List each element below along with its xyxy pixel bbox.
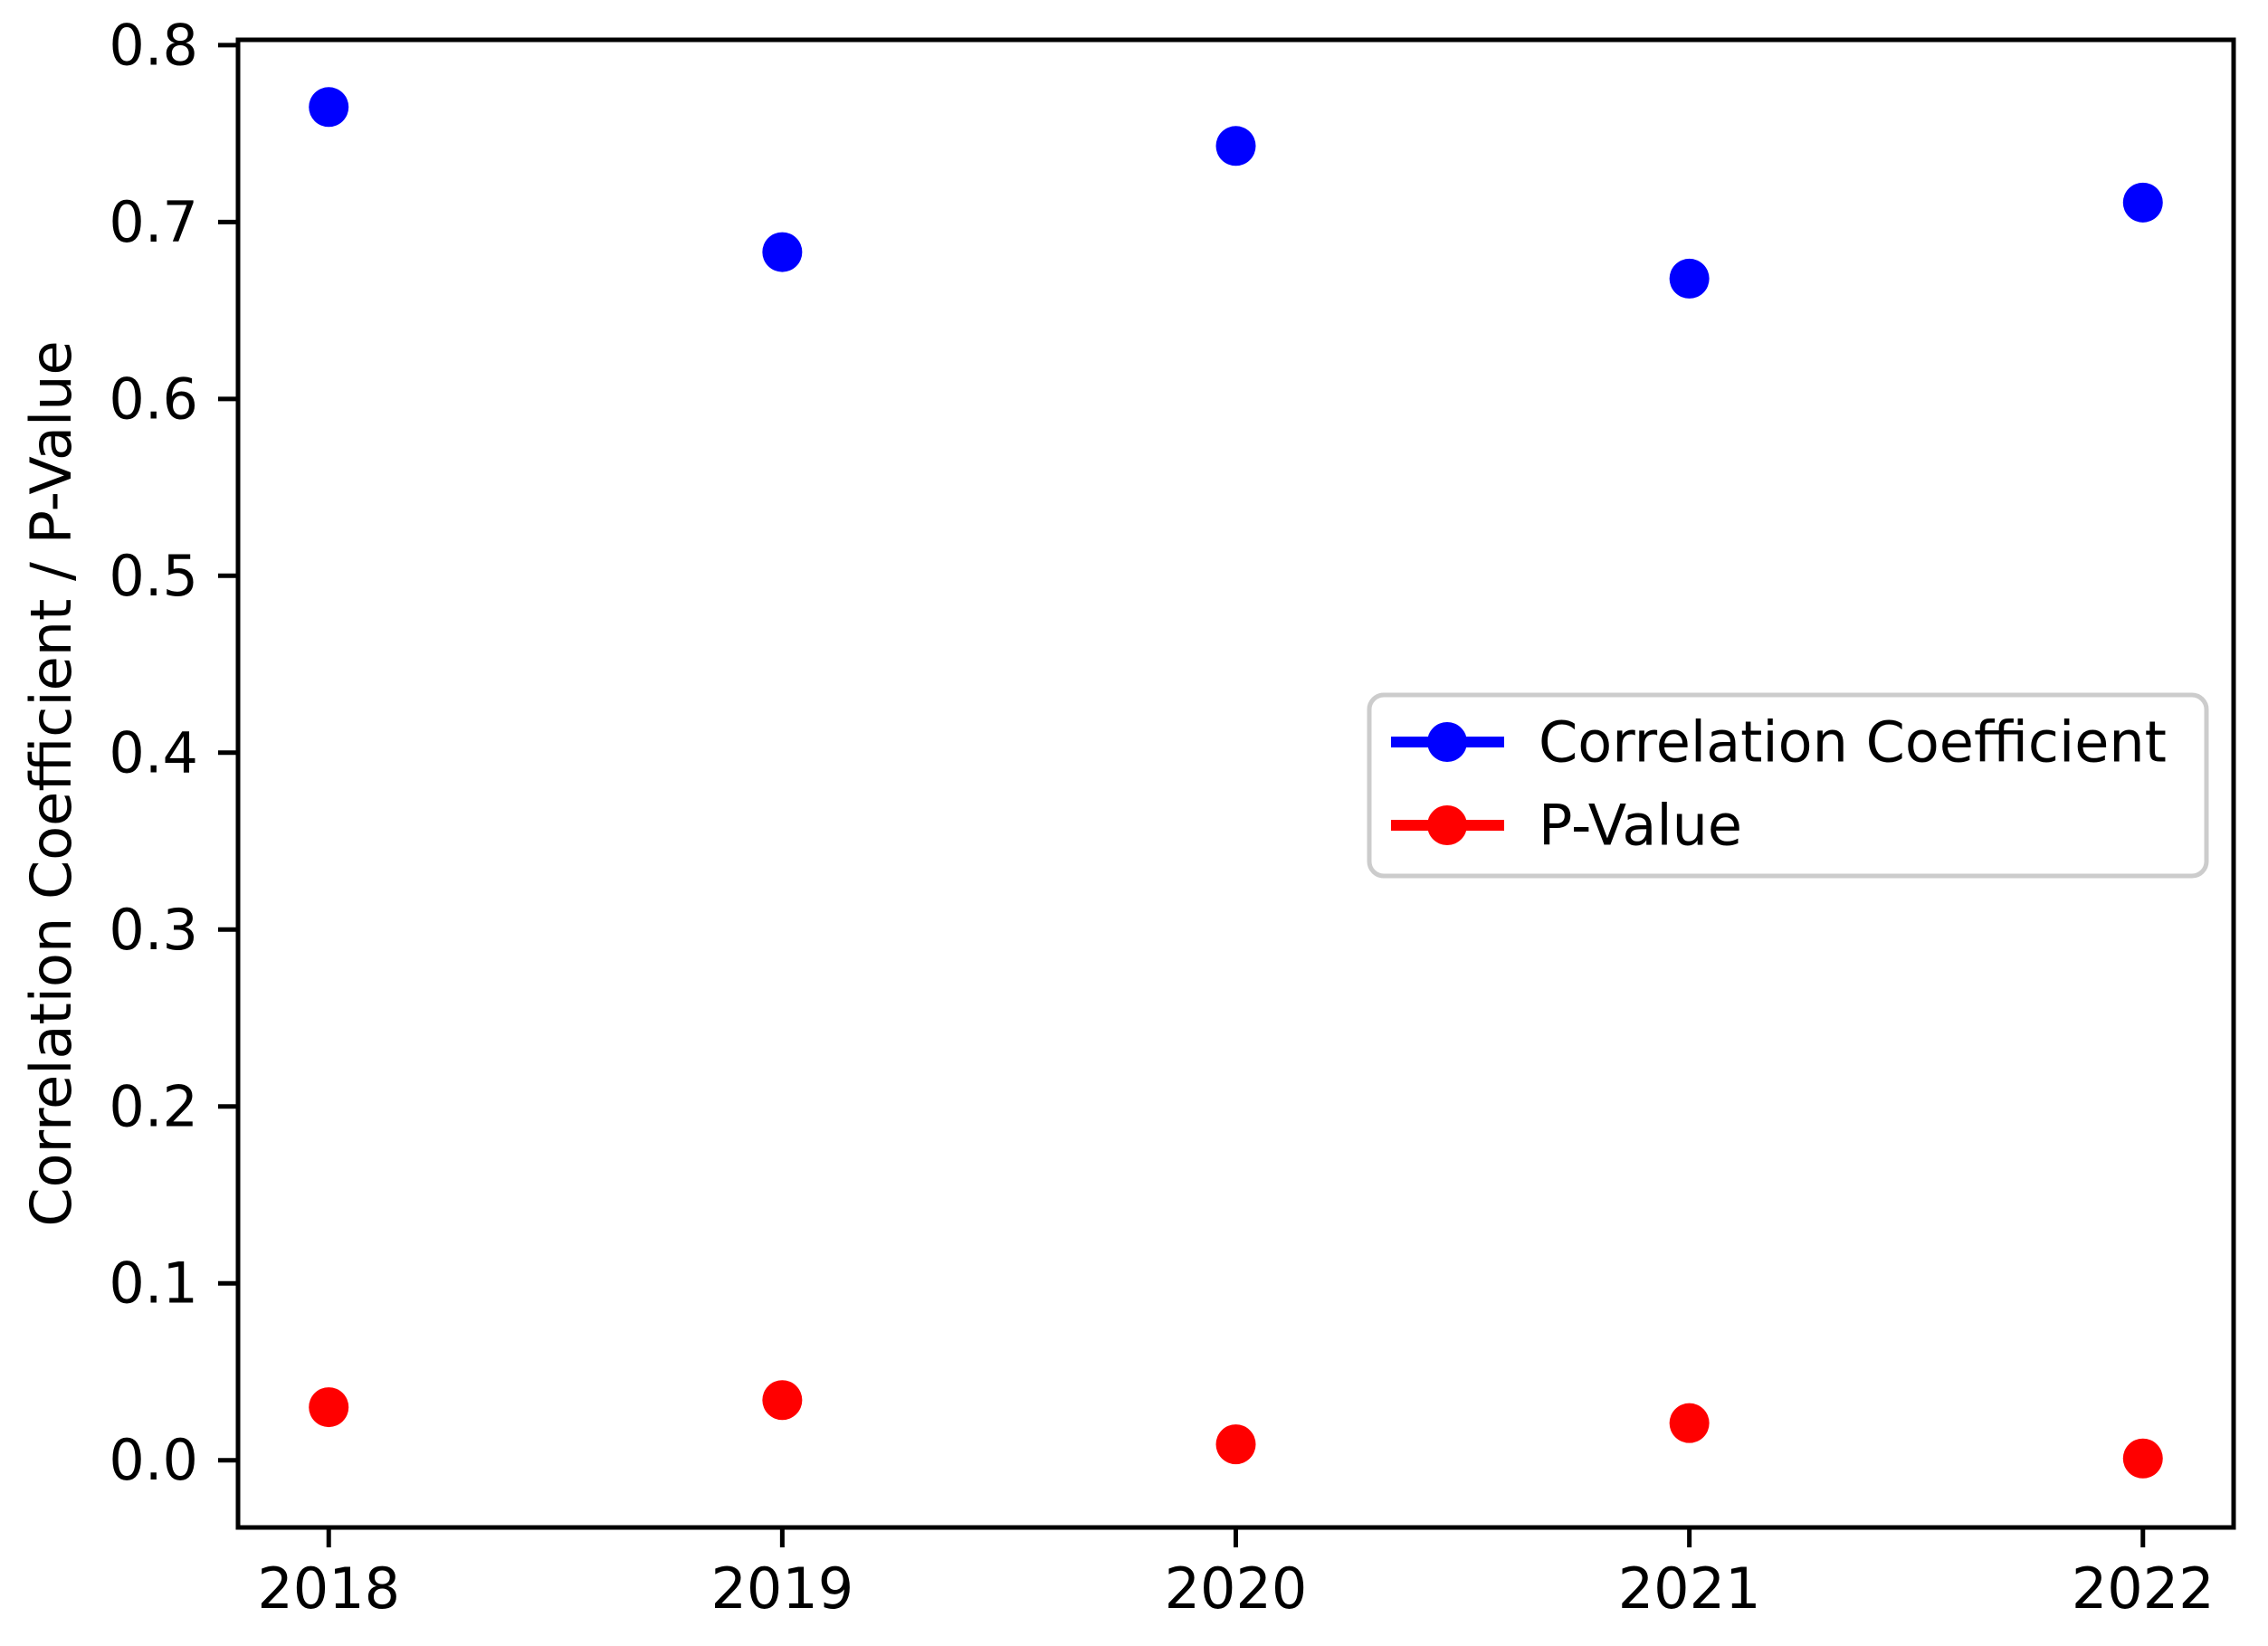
y-tick-label: 0.3: [109, 897, 198, 963]
data-point-correlation-coefficient-2020: [1215, 126, 1256, 167]
x-tick-label: 2020: [1165, 1556, 1308, 1622]
legend-item-p-value: P-Value: [1391, 793, 1742, 859]
y-tick-label: 0.1: [109, 1251, 198, 1317]
data-point-p-value-2018: [309, 1387, 349, 1428]
x-tick-label: 2018: [257, 1556, 400, 1622]
legend-box: [1367, 692, 2209, 879]
legend-item-correlation-coefficient: Correlation Coefficient: [1391, 709, 2167, 775]
data-point-p-value-2019: [762, 1380, 803, 1421]
x-tick-label: 2022: [2072, 1556, 2215, 1622]
plot-area: 0.0 0.1 0.2 0.3 0.4 0.5 0.6 0.7 0.8 2018 2019 2020 2…: [109, 12, 2236, 1622]
y-tick-label: 0.8: [109, 12, 198, 78]
x-tick-label: 2021: [1618, 1556, 1761, 1622]
y-tick-label: 0.7: [109, 189, 198, 255]
legend: Correlation Coefficient P-Value: [1367, 692, 2209, 879]
data-point-correlation-coefficient-2021: [1669, 258, 1710, 299]
y-tick-label: 0.4: [109, 719, 198, 785]
y-axis-label: Correlation Coefficient / P-Value: [18, 340, 84, 1226]
data-point-correlation-coefficient-2019: [762, 232, 803, 272]
data-point-correlation-coefficient-2018: [309, 87, 349, 128]
legend-marker-correlation-icon: [1427, 722, 1467, 762]
data-point-correlation-coefficient-2022: [2122, 182, 2163, 223]
legend-marker-pvalue-icon: [1427, 805, 1467, 845]
y-tick-label: 0.6: [109, 366, 198, 432]
x-tick-label: 2019: [710, 1556, 853, 1622]
legend-label-correlation: Correlation Coefficient: [1539, 709, 2167, 775]
legend-label-pvalue: P-Value: [1539, 793, 1742, 859]
y-tick-label: 0.0: [109, 1427, 198, 1493]
data-point-p-value-2020: [1215, 1424, 1256, 1465]
data-point-p-value-2022: [2122, 1438, 2163, 1479]
y-tick-label: 0.2: [109, 1073, 198, 1139]
data-point-p-value-2021: [1669, 1403, 1710, 1443]
y-tick-label: 0.5: [109, 543, 198, 609]
